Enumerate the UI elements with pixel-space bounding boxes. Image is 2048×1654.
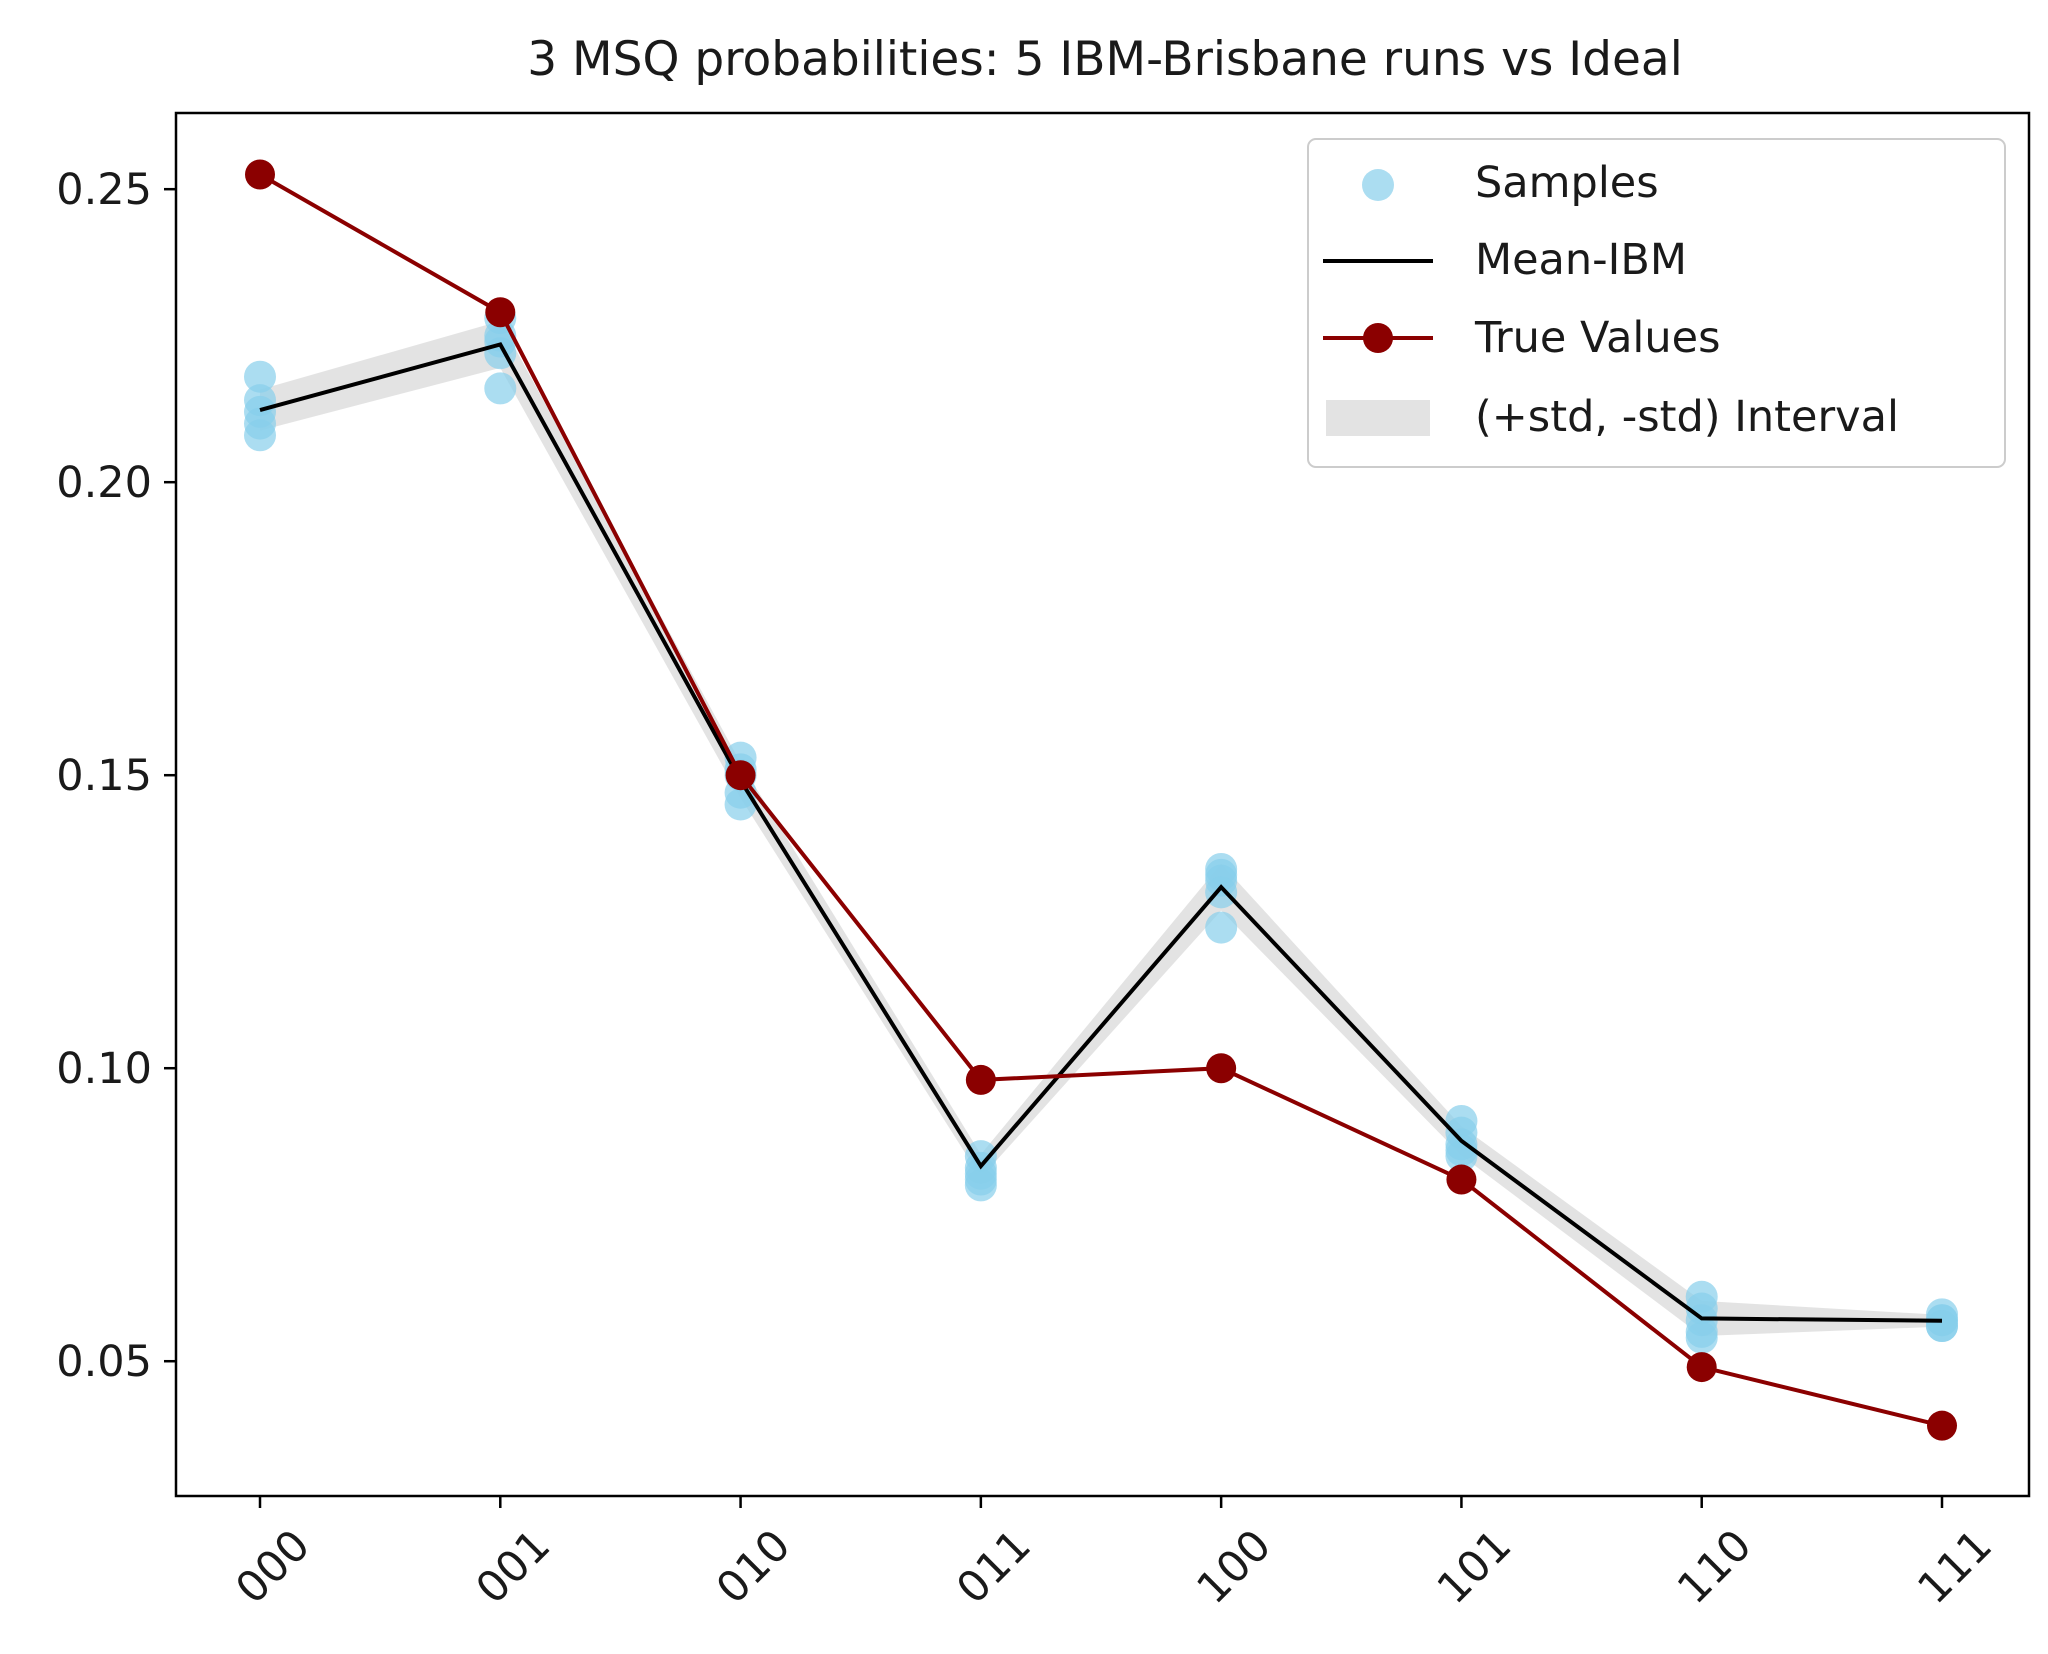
sample-point	[244, 360, 276, 393]
legend: Samples Mean-IBM True Values (+std, -std…	[1307, 138, 2006, 468]
x-tick-label: 010	[707, 1520, 800, 1613]
true-value-point	[245, 159, 275, 190]
y-tick-label: 0.25	[56, 165, 152, 215]
true-value-point	[1686, 1352, 1717, 1383]
std-interval-area	[260, 321, 1942, 1337]
x-tick-label: 110	[1668, 1520, 1761, 1613]
sample-point	[244, 419, 276, 452]
legend-samples-label: Samples	[1475, 158, 1659, 208]
true-value-point	[1206, 1053, 1237, 1084]
y-tick-label: 0.15	[56, 751, 152, 801]
legend-interval-swatch	[1326, 400, 1430, 436]
true-value-point	[1927, 1410, 1957, 1441]
legend-true-label: True Values	[1474, 313, 1721, 363]
sample-point	[484, 372, 517, 405]
true-value-point	[965, 1064, 996, 1095]
std-interval-band	[260, 321, 1942, 1337]
sample-point	[964, 1169, 997, 1202]
true-value-point	[485, 297, 516, 328]
legend-mean-label: Mean-IBM	[1475, 235, 1687, 285]
mean-ibm-series	[259, 342, 1943, 1323]
sample-point	[1205, 911, 1238, 944]
y-tick-label: 0.05	[56, 1337, 152, 1387]
x-tick-label: 100	[1188, 1520, 1281, 1613]
true-values-series	[245, 159, 1957, 1441]
mean-ibm-line	[259, 342, 1943, 1323]
y-tick-label: 0.10	[56, 1044, 152, 1094]
true-value-point	[1446, 1164, 1477, 1195]
x-tick-label: 101	[1428, 1520, 1521, 1613]
sample-point	[1926, 1310, 1958, 1343]
legend-box	[1307, 138, 2006, 468]
x-tick-label: 000	[226, 1520, 319, 1613]
chart-title: 3 MSQ probabilities: 5 IBM-Brisbane runs…	[527, 32, 1683, 87]
x-tick-label: 111	[1908, 1520, 2001, 1613]
sample-point	[1205, 876, 1238, 909]
x-axis: 000 001 010 011 100 101 110 111	[226, 1496, 2002, 1614]
x-tick-label: 011	[947, 1520, 1040, 1613]
legend-true-marker	[1363, 323, 1393, 353]
legend-interval-label: (+std, -std) Interval	[1475, 392, 1899, 442]
true-value-point	[725, 760, 756, 791]
sample-point	[724, 788, 757, 821]
legend-samples-marker	[1362, 169, 1394, 201]
plot-area	[174, 111, 2031, 1498]
x-tick-label: 001	[467, 1520, 560, 1613]
true-values-line	[259, 172, 1943, 1428]
y-tick-label: 0.20	[56, 458, 152, 508]
sample-point	[1685, 1321, 1718, 1354]
y-axis: 0.05 0.10 0.15 0.20 0.25	[56, 165, 176, 1387]
